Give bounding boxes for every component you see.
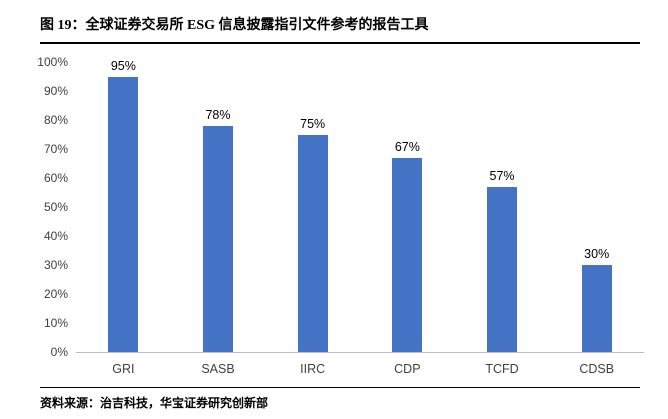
y-tick-label: 90% — [43, 84, 68, 98]
value-label: 67% — [394, 139, 420, 154]
y-tick-label: 80% — [43, 113, 68, 127]
bar-column: 57% — [455, 62, 550, 352]
category-label: CDSB — [579, 362, 615, 376]
bar-column: 67% — [360, 62, 455, 352]
y-tick-label: 30% — [43, 258, 68, 272]
y-axis: 0% 10% 20% 30% 40% 50% 60% 70% 80% 90% 100% — [30, 55, 76, 359]
value-label: 78% — [205, 107, 231, 122]
category-label: SASB — [201, 362, 235, 376]
plot-area: 95% 78% 75% 67% 57% 30% — [76, 58, 644, 353]
y-tick-label: 100% — [37, 55, 68, 69]
x-axis: GRI SASB IIRC CDP TCFD CDSB — [76, 353, 644, 376]
bar-column: 95% — [76, 58, 171, 352]
value-label: 75% — [300, 116, 326, 131]
y-tick-label: 20% — [43, 287, 68, 301]
category-label: TCFD — [485, 362, 519, 376]
y-tick-label: 60% — [43, 171, 68, 185]
source-text: 资料来源：治吉科技，华宝证券研究创新部 — [40, 396, 269, 410]
footer-divider — [40, 386, 640, 388]
bar — [392, 157, 423, 352]
y-tick-label: 40% — [43, 229, 68, 243]
value-label: 30% — [584, 247, 610, 261]
header-divider — [40, 42, 640, 44]
y-tick-label: 50% — [43, 200, 68, 214]
bar — [297, 134, 328, 352]
bar — [581, 265, 612, 352]
y-tick-label: 70% — [43, 142, 68, 156]
category-label: IIRC — [300, 362, 326, 376]
bar-column: 78% — [171, 62, 266, 352]
bar — [108, 76, 139, 352]
bar-column: 75% — [265, 62, 360, 352]
category-label: CDP — [394, 362, 421, 376]
bar — [487, 186, 518, 352]
figure-number: 图 19： — [40, 18, 86, 33]
category-label: GRI — [112, 362, 135, 376]
plot-wrap: 95% 78% 75% 67% 57% 30% GRI SASB IIRC CDP TCFD CDS… — [76, 58, 644, 384]
value-label: 95% — [110, 58, 136, 73]
y-tick-label: 10% — [43, 316, 68, 330]
bar — [203, 125, 233, 352]
value-label: 57% — [489, 168, 515, 183]
bar-column: 30% — [549, 62, 644, 352]
bar-chart: 0% 10% 20% 30% 40% 50% 60% 70% 80% 90% 100% 95% 78%… — [30, 55, 644, 384]
figure-header: 图 19：全球证券交易所 ESG 信息披露指引文件参考的报告工具 — [0, 0, 668, 40]
figure-footer: 资料来源：治吉科技，华宝证券研究创新部 — [40, 386, 640, 412]
y-tick-label: 0% — [50, 345, 68, 359]
figure-title: 全球证券交易所 ESG 信息披露指引文件参考的报告工具 — [85, 18, 429, 33]
